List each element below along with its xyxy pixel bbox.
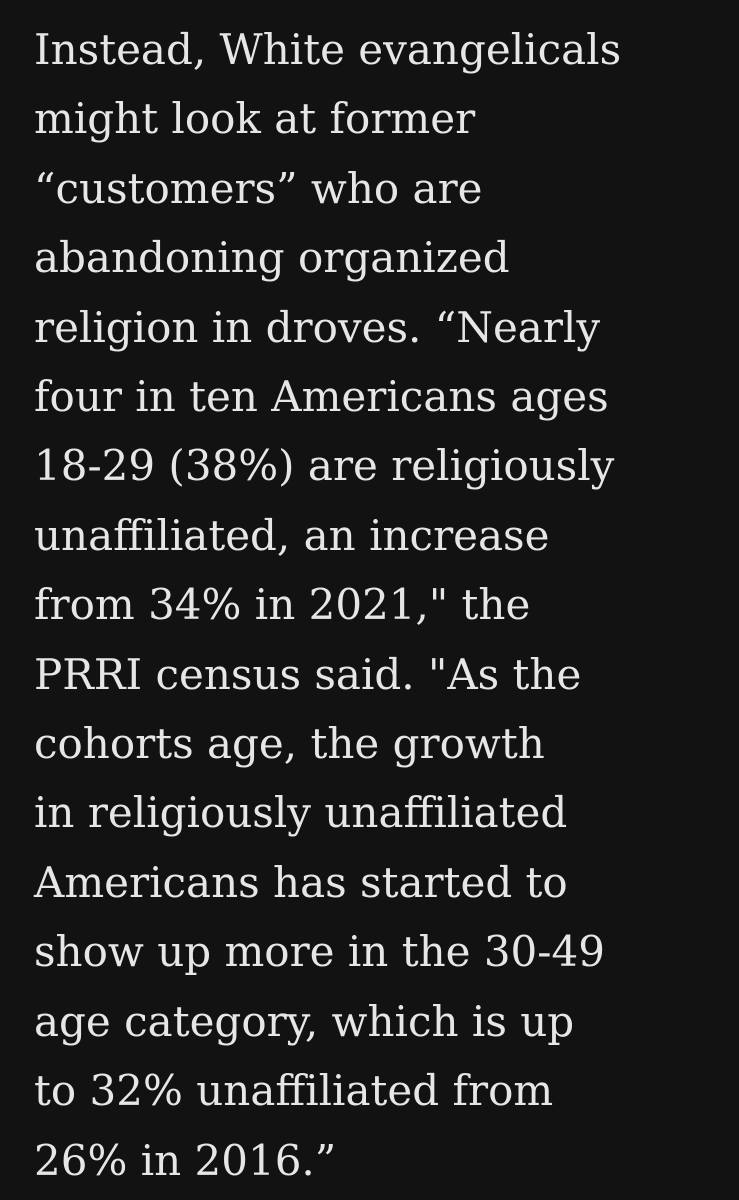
text-line: cohorts age, the growth <box>34 719 545 769</box>
text-line: PRRI census said. "As the <box>34 649 582 699</box>
text-line: Instead, White evangelicals <box>34 25 622 74</box>
text-line: Americans has started to <box>34 857 568 907</box>
text-line: 26% in 2016.” <box>34 1135 337 1185</box>
text-line: “customers” who are <box>34 163 483 213</box>
text-line: from 34% in 2021," the <box>34 580 531 630</box>
article-text: Instead, White evangelicals might look at… <box>34 15 734 1195</box>
text-line: 18-29 (38%) are religiously <box>34 441 615 491</box>
text-line: abandoning organized <box>34 233 510 283</box>
text-line: religion in droves. “Nearly <box>34 302 601 352</box>
text-line: show up more in the 30-49 <box>34 927 605 977</box>
text-line: to 32% unaffiliated from <box>34 1066 554 1116</box>
text-line: age category, which is up <box>34 996 575 1046</box>
text-line: four in ten Americans ages <box>34 372 609 422</box>
text-line: in religiously unaffiliated <box>34 788 568 838</box>
text-line: might look at former <box>34 94 476 144</box>
text-line: unaffiliated, an increase <box>34 510 550 560</box>
